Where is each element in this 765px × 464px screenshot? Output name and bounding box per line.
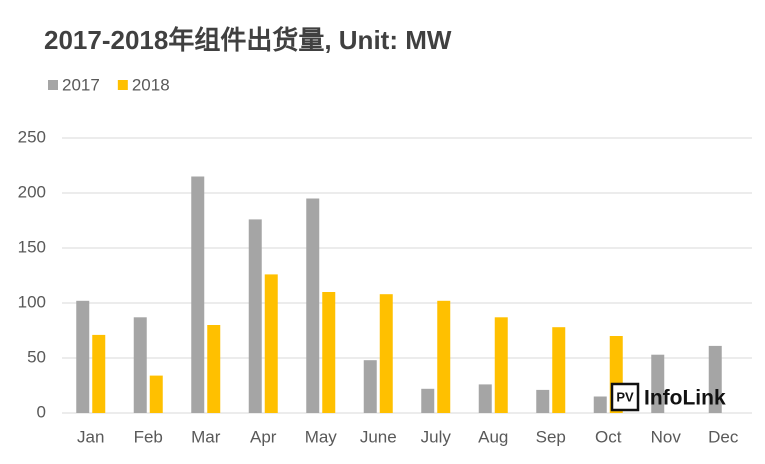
x-tick-label: Sep: [536, 427, 566, 446]
bar: [494, 317, 508, 413]
legend-label: 2018: [132, 75, 170, 94]
bar: [92, 334, 106, 413]
x-tick-label: Feb: [134, 427, 163, 446]
bar: [306, 198, 320, 413]
x-tick-label: Mar: [191, 427, 221, 446]
bar: [248, 219, 262, 413]
watermark-box: [610, 382, 640, 412]
x-tick-label: Jan: [77, 427, 104, 446]
x-tick-label: June: [360, 427, 397, 446]
legend-swatch: [117, 80, 128, 90]
bar: [536, 389, 550, 413]
bar: [552, 327, 566, 413]
bar: [149, 375, 163, 413]
watermark-badge: PV: [616, 389, 634, 404]
x-tick-label: Dec: [708, 427, 739, 446]
chart-title: 2017-2018年组件出货量, Unit: MW: [44, 25, 452, 55]
legend-label: 2017: [62, 75, 100, 94]
bar: [478, 384, 492, 413]
x-tick-label: Nov: [651, 427, 682, 446]
bar: [207, 325, 221, 413]
y-tick-label: 100: [18, 292, 46, 311]
y-tick-label: 50: [27, 347, 46, 366]
x-tick-label: July: [421, 427, 452, 446]
x-tick-label: Apr: [250, 427, 277, 446]
bar: [379, 294, 393, 413]
bar: [133, 317, 147, 413]
bar: [708, 345, 722, 413]
bar: [363, 360, 377, 413]
bar: [76, 300, 90, 413]
x-tick-label: May: [305, 427, 338, 446]
x-tick-label: Oct: [595, 427, 622, 446]
bar: [191, 176, 205, 413]
bar: [264, 274, 278, 413]
watermark-text: InfoLink: [644, 387, 726, 410]
y-tick-label: 150: [18, 237, 46, 256]
bar: [593, 396, 607, 413]
y-tick-label: 250: [18, 127, 46, 146]
bar: [421, 388, 435, 413]
legend-swatch: [48, 80, 58, 90]
bar: [322, 292, 336, 413]
watermark: PV InfoLink: [610, 382, 726, 412]
y-tick-label: 0: [37, 402, 46, 421]
x-tick-label: Aug: [478, 427, 508, 446]
y-tick-label: 200: [18, 182, 46, 201]
bar: [651, 354, 665, 413]
bar: [437, 300, 451, 413]
